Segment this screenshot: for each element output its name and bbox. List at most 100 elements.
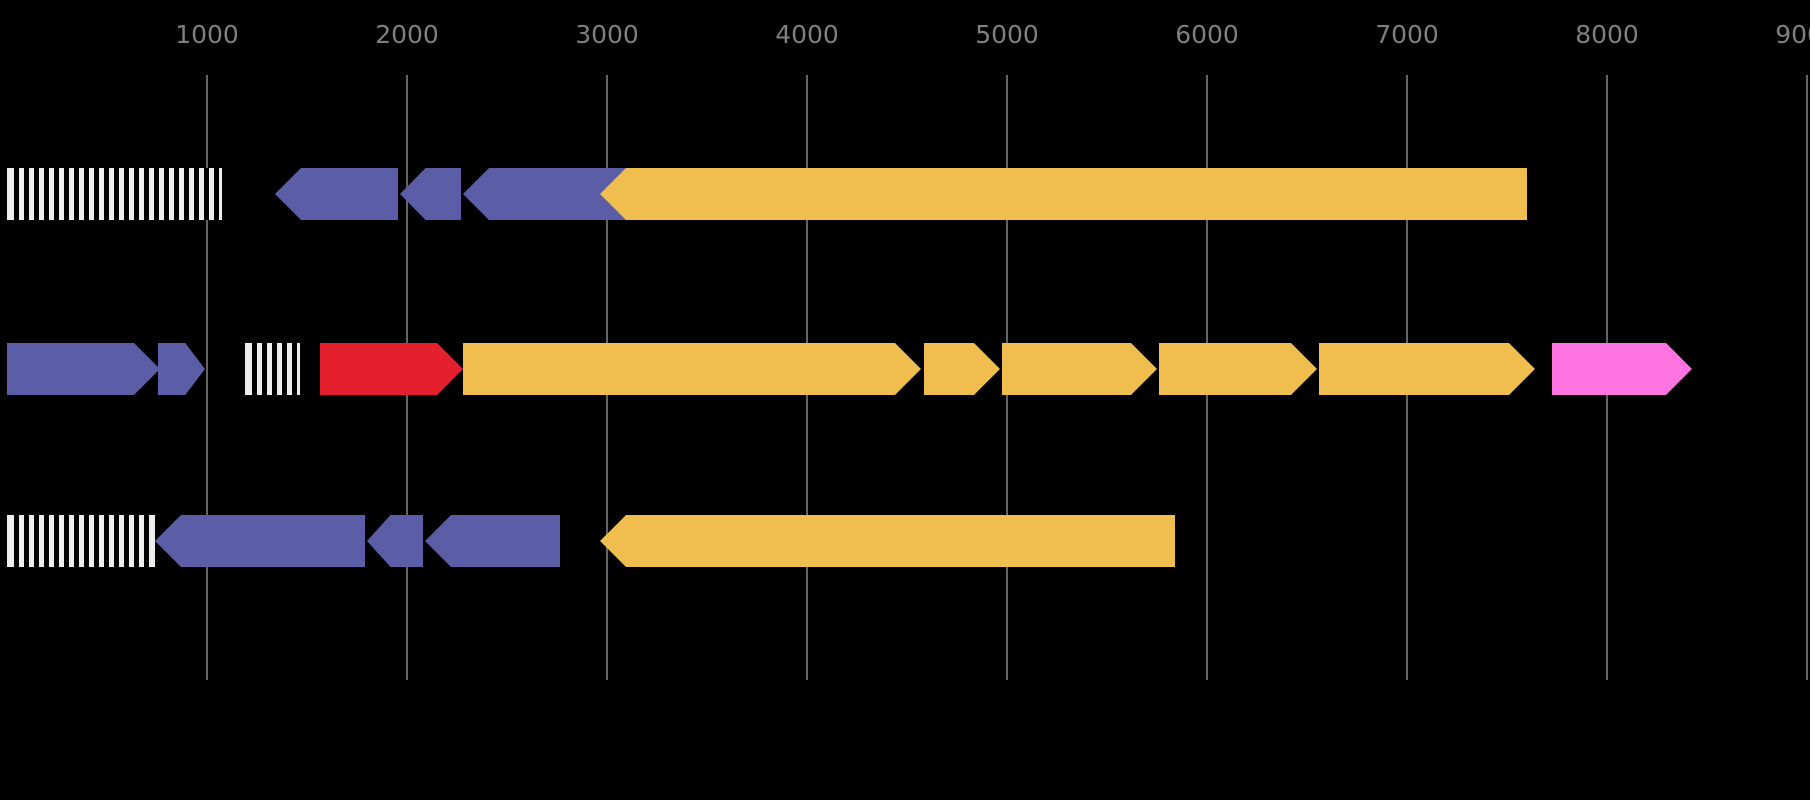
hatch-stripe <box>209 168 214 220</box>
hatch-edge-left <box>7 168 9 220</box>
hatch-stripe <box>39 168 44 220</box>
hatched-region-3-shape <box>7 515 155 567</box>
track-3 <box>0 515 1810 567</box>
gene-1-4[interactable] <box>600 168 1527 220</box>
hatch-stripe <box>169 168 174 220</box>
hatched-region-1-shape <box>7 168 222 220</box>
hatch-stripe <box>99 515 104 567</box>
arrow-forward <box>7 343 160 395</box>
arrow-reverse <box>400 168 461 220</box>
gene-2-9[interactable] <box>1552 343 1692 395</box>
arrow-forward <box>320 343 463 395</box>
gene-2-2[interactable] <box>158 343 205 395</box>
gene-2-5[interactable] <box>924 343 1000 395</box>
hatched-region-1[interactable] <box>7 168 222 220</box>
hatch-edge-right <box>220 168 222 220</box>
gene-1-2[interactable] <box>400 168 461 220</box>
hatch-stripe <box>69 515 74 567</box>
hatch-stripe <box>247 343 252 395</box>
gene-2-9-shape <box>1552 343 1692 395</box>
hatch-stripe <box>49 515 54 567</box>
arrow-reverse <box>425 515 560 567</box>
arrow-reverse <box>367 515 423 567</box>
hatch-stripe <box>119 515 124 567</box>
arrow-reverse <box>275 168 398 220</box>
axis-tick-label: 7000 <box>1375 20 1439 49</box>
hatch-stripe <box>149 168 154 220</box>
gene-2-5-shape <box>924 343 1000 395</box>
hatch-stripe <box>199 168 204 220</box>
hatch-stripe <box>19 515 24 567</box>
arrow-forward <box>924 343 1000 395</box>
arrow-forward <box>463 343 921 395</box>
track-1 <box>0 168 1810 220</box>
gene-3-1-shape <box>155 515 365 567</box>
gene-2-3[interactable] <box>320 343 463 395</box>
arrow-forward <box>1002 343 1157 395</box>
gene-2-6-shape <box>1002 343 1157 395</box>
gene-3-2[interactable] <box>367 515 423 567</box>
hatch-stripe <box>19 168 24 220</box>
hatch-stripe <box>29 168 34 220</box>
gene-1-1-shape <box>275 168 398 220</box>
hatch-stripe <box>79 515 84 567</box>
hatch-stripe <box>59 168 64 220</box>
arrow-forward <box>1319 343 1535 395</box>
hatch-edge-left <box>7 515 9 567</box>
hatched-region-2[interactable] <box>245 343 300 395</box>
gene-3-3[interactable] <box>425 515 560 567</box>
hatch-stripe <box>39 515 44 567</box>
gene-3-1[interactable] <box>155 515 365 567</box>
hatch-stripe <box>109 168 114 220</box>
hatch-edge-left <box>245 343 247 395</box>
hatch-stripe <box>257 343 262 395</box>
hatch-stripe <box>277 343 282 395</box>
gene-2-3-shape <box>320 343 463 395</box>
gene-2-7[interactable] <box>1159 343 1317 395</box>
gene-3-3-shape <box>425 515 560 567</box>
axis-tick-label: 4000 <box>775 20 839 49</box>
hatch-stripe <box>139 168 144 220</box>
hatch-stripe <box>119 168 124 220</box>
hatch-stripe <box>69 168 74 220</box>
hatched-region-3[interactable] <box>7 515 155 567</box>
arrow-reverse <box>155 515 365 567</box>
axis-tick-label: 1000 <box>175 20 239 49</box>
gene-2-8-shape <box>1319 343 1535 395</box>
hatch-stripe <box>89 515 94 567</box>
gridline <box>206 75 208 680</box>
arrow-reverse <box>600 515 1175 567</box>
hatch-stripe <box>189 168 194 220</box>
gene-2-1[interactable] <box>7 343 160 395</box>
hatched-region-2-shape <box>245 343 300 395</box>
hatch-edge-right <box>298 343 300 395</box>
hatch-stripe <box>179 168 184 220</box>
hatch-stripe <box>9 168 14 220</box>
arrow-forward <box>1552 343 1692 395</box>
gene-2-2-shape <box>158 343 205 395</box>
arrow-forward <box>1159 343 1317 395</box>
track-2 <box>0 343 1810 395</box>
gene-1-2-shape <box>400 168 461 220</box>
hatch-stripe <box>287 343 292 395</box>
axis-tick-label: 5000 <box>975 20 1039 49</box>
axis-tick-label: 3000 <box>575 20 639 49</box>
gene-2-1-shape <box>7 343 160 395</box>
hatch-stripe <box>59 515 64 567</box>
hatch-stripe <box>89 168 94 220</box>
gene-3-4[interactable] <box>600 515 1175 567</box>
gene-2-6[interactable] <box>1002 343 1157 395</box>
hatch-stripe <box>139 515 144 567</box>
hatch-stripe <box>79 168 84 220</box>
hatch-stripe <box>149 515 154 567</box>
arrow-forward <box>158 343 205 395</box>
gene-2-4[interactable] <box>463 343 921 395</box>
axis-tick-label: 8000 <box>1575 20 1639 49</box>
gene-1-1[interactable] <box>275 168 398 220</box>
gene-2-7-shape <box>1159 343 1317 395</box>
arrow-reverse <box>600 168 1527 220</box>
gene-3-2-shape <box>367 515 423 567</box>
axis-tick-label: 6000 <box>1175 20 1239 49</box>
gene-2-8[interactable] <box>1319 343 1535 395</box>
